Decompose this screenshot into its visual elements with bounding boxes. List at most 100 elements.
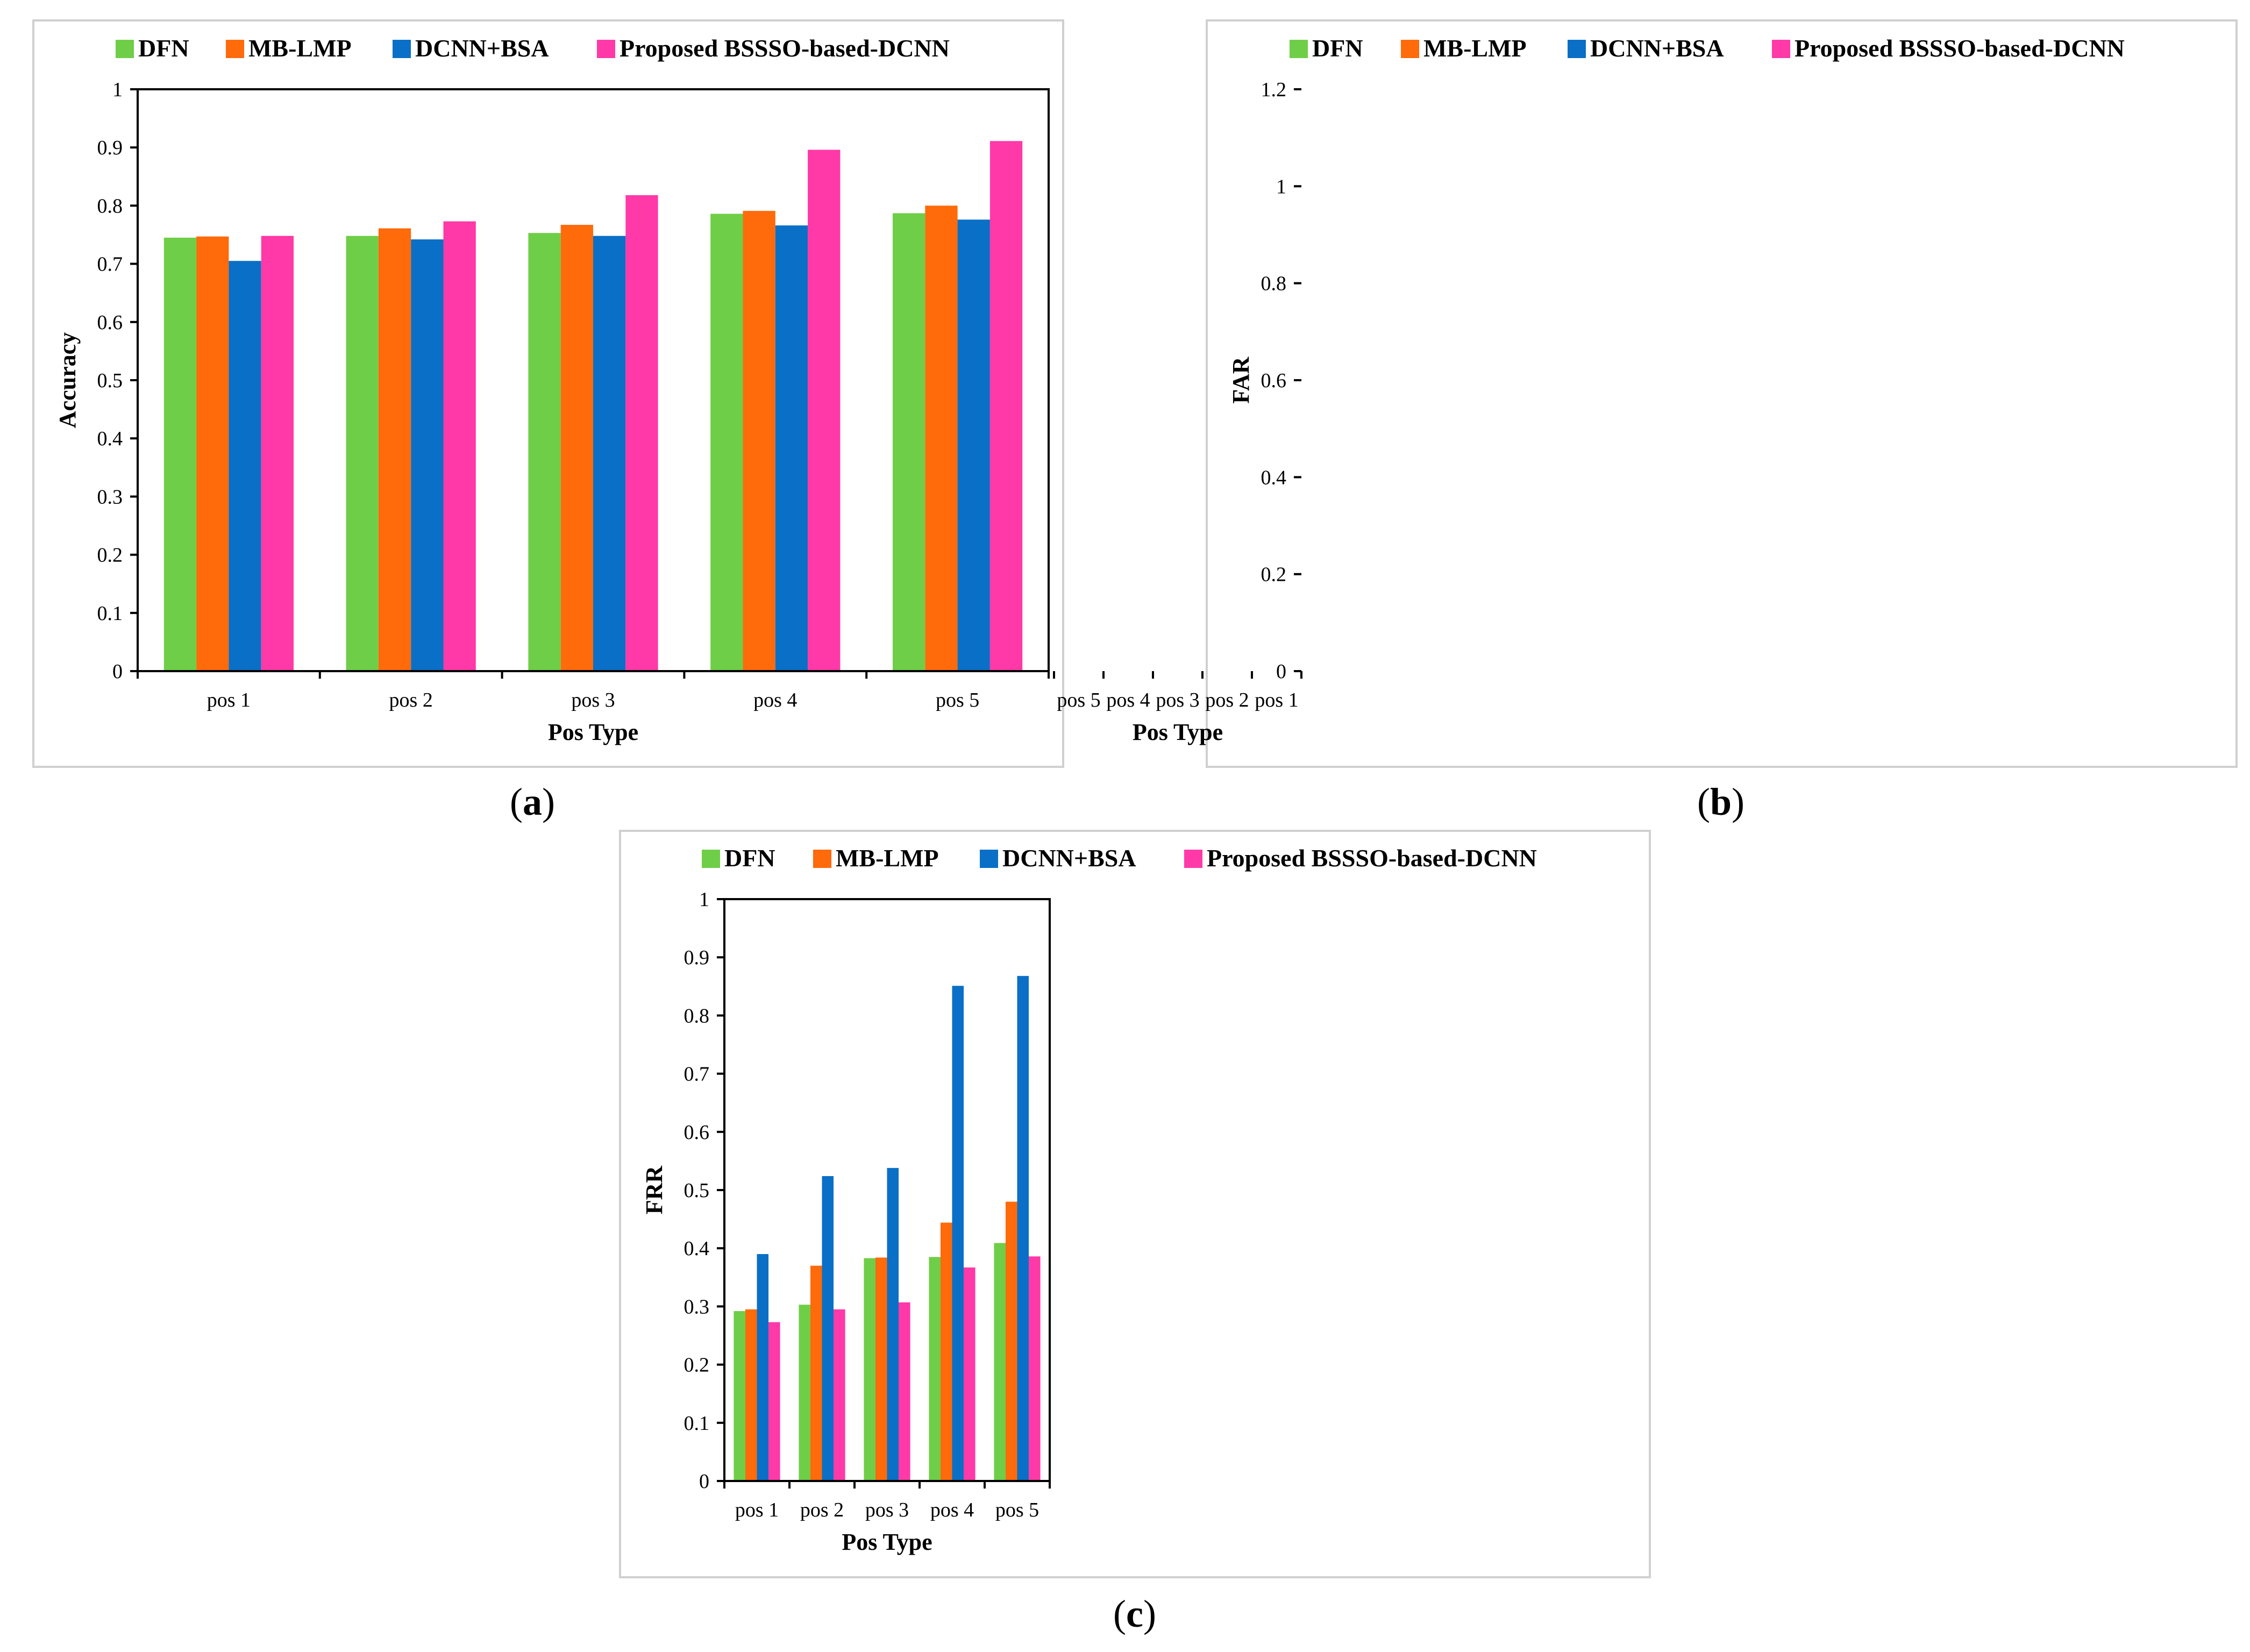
legend-swatch-dfn xyxy=(116,40,134,58)
legend-swatch-dcnn-bsa xyxy=(1568,40,1586,58)
bar-proposed-bssso-based-dcnn-pos5 xyxy=(1029,1256,1041,1481)
x-tick-label: pos 2 xyxy=(389,689,433,711)
y-tick-label: 0.4 xyxy=(1261,466,1287,489)
legend-label: Proposed BSSSO-based-DCNN xyxy=(1207,844,1537,872)
y-tick-label: 0.1 xyxy=(97,602,123,625)
bar-dcnn-bsa-pos1 xyxy=(229,261,261,671)
caption-part: c xyxy=(1126,1592,1143,1635)
bar-dcnn-bsa-pos3 xyxy=(593,236,626,671)
bar-dfn-pos5 xyxy=(892,213,925,671)
y-axis-title: FRR xyxy=(641,1165,667,1215)
bar-dfn-pos2 xyxy=(346,236,379,671)
bar-dfn-pos1 xyxy=(163,237,197,671)
y-tick-label: 0.9 xyxy=(684,946,710,969)
legend-label: MB-LMP xyxy=(836,844,939,872)
caption-part: a xyxy=(523,780,542,823)
bar-dcnn-bsa-pos2 xyxy=(411,239,444,671)
x-tick-label: pos 4 xyxy=(753,689,797,711)
bar-proposed-bssso-based-dcnn-pos3 xyxy=(625,195,658,671)
legend-label: DCNN+BSA xyxy=(1002,844,1136,872)
bar-dcnn-bsa-pos4 xyxy=(775,225,808,671)
y-tick-label: 1 xyxy=(112,79,123,101)
bars xyxy=(163,141,1023,672)
bar-proposed-bssso-based-dcnn-pos2 xyxy=(834,1309,845,1481)
y-axis-title: FAR xyxy=(1228,356,1254,403)
legend-swatch-mb-lmp xyxy=(1401,40,1419,58)
panel-border xyxy=(619,830,1651,1578)
legend: DFN MB-LMP DCNN+BSA Proposed BSSSO-based-DC… xyxy=(702,844,1537,872)
bar-mb-lmp-pos5 xyxy=(925,205,958,671)
caption-part: ( xyxy=(1697,780,1710,823)
y-tick-label: 0 xyxy=(699,1470,709,1493)
legend-swatch-proposed-bssso-based-dcnn xyxy=(1772,40,1790,58)
y-tick-label: 0.8 xyxy=(684,1005,710,1027)
bar-mb-lmp-pos4 xyxy=(940,1222,952,1481)
y-tick-label: 0.6 xyxy=(1261,369,1287,392)
legend-label: DFN xyxy=(724,844,775,872)
x-tick-label: pos 3 xyxy=(571,689,615,711)
legend-label: Proposed BSSSO-based-DCNN xyxy=(1795,34,2125,62)
bar-mb-lmp-pos3 xyxy=(875,1257,887,1481)
bar-proposed-bssso-based-dcnn-pos4 xyxy=(964,1267,976,1481)
bar-proposed-bssso-based-dcnn-pos1 xyxy=(768,1322,780,1481)
x-tick-label: pos 1 xyxy=(1255,689,1298,711)
bar-mb-lmp-pos4 xyxy=(743,211,775,671)
legend-swatch-mb-lmp xyxy=(226,40,244,58)
y-tick-label: 0 xyxy=(1276,660,1286,683)
bar-mb-lmp-pos2 xyxy=(810,1265,822,1481)
legend-label: DCNN+BSA xyxy=(1590,34,1724,62)
caption-part: ( xyxy=(510,780,523,823)
x-tick-label: pos 4 xyxy=(1106,689,1150,711)
bar-dcnn-bsa-pos5 xyxy=(957,219,990,671)
legend-swatch-mb-lmp xyxy=(813,850,831,868)
x-tick-label: pos 1 xyxy=(207,689,251,711)
y-tick-label: 0.4 xyxy=(97,428,123,450)
y-axis-title: Accuracy xyxy=(54,332,81,428)
y-tick-label: 1 xyxy=(699,888,709,911)
bar-dfn-pos5 xyxy=(994,1243,1006,1481)
x-tick-label: pos 2 xyxy=(1205,689,1249,711)
panel-caption: (a) xyxy=(510,780,555,823)
caption-part: ) xyxy=(1143,1592,1156,1635)
x-tick-label: pos 5 xyxy=(936,689,979,711)
bar-dfn-pos1 xyxy=(734,1311,745,1481)
y-tick-label: 0.7 xyxy=(684,1063,710,1086)
y-tick-label: 0.3 xyxy=(684,1295,710,1318)
bar-dfn-pos3 xyxy=(528,233,561,671)
legend-swatch-dcnn-bsa xyxy=(980,850,998,868)
bar-mb-lmp-pos5 xyxy=(1005,1201,1017,1481)
bar-proposed-bssso-based-dcnn-pos1 xyxy=(261,236,294,671)
bars xyxy=(734,975,1041,1481)
x-tick-label: pos 2 xyxy=(800,1499,844,1521)
x-tick-label: pos 1 xyxy=(735,1499,779,1521)
x-axis-title: Pos Type xyxy=(548,719,638,745)
bar-dfn-pos4 xyxy=(710,213,743,672)
x-axis-title: Pos Type xyxy=(1133,719,1223,745)
bar-mb-lmp-pos1 xyxy=(196,236,229,672)
caption-part: ( xyxy=(1113,1592,1126,1635)
bar-dcnn-bsa-pos1 xyxy=(757,1254,769,1481)
legend: DFN MB-LMP DCNN+BSA Proposed BSSSO-based-DC… xyxy=(1290,34,2125,62)
panel-border xyxy=(1206,19,2238,768)
x-tick-label: pos 5 xyxy=(995,1499,1039,1521)
legend-label: DFN xyxy=(138,34,189,62)
y-tick-label: 0.2 xyxy=(1261,564,1287,586)
panel-caption: (b) xyxy=(1697,780,1745,823)
bar-dfn-pos4 xyxy=(929,1257,941,1481)
bar-mb-lmp-pos1 xyxy=(745,1309,757,1481)
y-tick-label: 0.7 xyxy=(97,253,123,276)
y-tick-label: 1.2 xyxy=(1261,79,1287,101)
bar-proposed-bssso-based-dcnn-pos3 xyxy=(899,1302,910,1481)
legend-label: MB-LMP xyxy=(248,34,352,62)
legend-label: DFN xyxy=(1312,34,1363,62)
bar-dcnn-bsa-pos4 xyxy=(952,986,964,1481)
bar-proposed-bssso-based-dcnn-pos2 xyxy=(443,221,476,671)
caption-part: ) xyxy=(542,780,555,823)
y-tick-label: 0.1 xyxy=(684,1412,710,1435)
y-tick-label: 0.5 xyxy=(684,1179,710,1202)
y-tick-label: 0.6 xyxy=(97,311,123,334)
bar-dcnn-bsa-pos5 xyxy=(1017,975,1029,1481)
y-tick-label: 0.2 xyxy=(97,544,123,567)
y-tick-label: 0.8 xyxy=(97,195,123,217)
legend: DFN MB-LMP DCNN+BSA Proposed BSSSO-based-DC… xyxy=(116,34,950,62)
